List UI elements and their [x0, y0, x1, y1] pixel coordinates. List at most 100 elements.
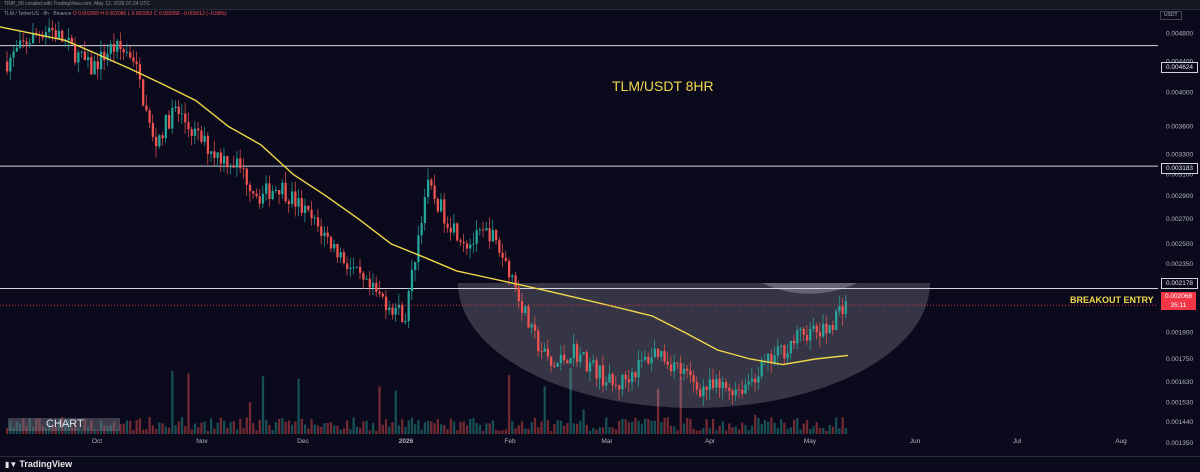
- time-tick-label: 2026: [399, 438, 414, 445]
- candle-body: [222, 156, 226, 164]
- volume-bar: [80, 430, 83, 434]
- volume-bar: [258, 419, 261, 434]
- candle-body: [31, 32, 35, 44]
- candle-body: [281, 182, 284, 195]
- candle-body: [796, 330, 799, 344]
- volume-bar: [757, 417, 760, 434]
- candle-body: [394, 307, 397, 315]
- volume-bar: [686, 417, 689, 434]
- tradingview-logo[interactable]: ▮▼ TradingView: [5, 459, 72, 469]
- volume-bar: [689, 418, 692, 434]
- volume-bar: [129, 420, 132, 434]
- volume-bar: [219, 417, 223, 434]
- volume-bar: [171, 370, 174, 434]
- candle-body: [252, 191, 255, 194]
- volume-bar: [290, 424, 294, 434]
- volume-bar: [608, 427, 611, 434]
- candle-body: [375, 282, 378, 292]
- volume-bar: [711, 419, 715, 434]
- watermark-box: [8, 418, 120, 431]
- price-axis[interactable]: 0.0048000.0044000.0040000.0036000.003300…: [1166, 31, 1193, 447]
- volume-bar: [213, 428, 216, 434]
- candle-body: [15, 47, 18, 52]
- volume-bar: [543, 386, 546, 434]
- volume-bar: [572, 423, 575, 434]
- volume-bar: [371, 423, 375, 434]
- candle-body: [70, 37, 74, 45]
- candle-body: [812, 325, 815, 329]
- time-tick-label: Aug: [1115, 438, 1127, 445]
- candle-body: [530, 324, 533, 328]
- volume-bar: [731, 427, 734, 434]
- volume-bar: [530, 422, 533, 434]
- candle-body: [498, 240, 501, 253]
- volume-bar: [734, 426, 737, 434]
- candle-body: [443, 199, 446, 224]
- candle-body: [802, 328, 805, 335]
- candle-body: [417, 235, 420, 263]
- volume-bar: [540, 421, 543, 434]
- volume-bar: [760, 424, 763, 434]
- candle-body: [469, 244, 472, 249]
- volume-bar: [420, 429, 423, 434]
- volume-bar: [433, 423, 436, 434]
- candle-body: [592, 360, 595, 363]
- candle-body: [6, 61, 9, 72]
- currency-button[interactable]: USDT: [1160, 11, 1182, 20]
- volume-bar: [384, 419, 388, 434]
- time-axis[interactable]: Oct Nov Dec 2026 Feb Mar Apr May Jun Jul Aug: [92, 438, 1127, 445]
- candle-body: [119, 41, 122, 50]
- candle-body: [274, 189, 278, 192]
- volume-bar: [222, 420, 226, 434]
- volume-bar: [265, 419, 268, 434]
- candle-body: [533, 324, 537, 331]
- candle-body: [747, 381, 750, 385]
- candle-body: [779, 345, 783, 347]
- level-tag-breakout: 0.002178: [1161, 278, 1198, 289]
- volume-bar: [427, 420, 430, 434]
- volume-bar: [93, 429, 96, 434]
- volume-bar: [177, 421, 180, 434]
- volume-bar: [242, 428, 245, 434]
- candle-body: [61, 30, 64, 42]
- candle-body: [572, 344, 575, 359]
- candle-body: [171, 108, 174, 129]
- volume-bar: [805, 419, 809, 434]
- time-tick-label: Jul: [1013, 438, 1022, 445]
- volume-bar: [12, 427, 15, 434]
- symbol-name[interactable]: TLM / TetherUS · 8h · Binance: [4, 11, 72, 17]
- candle-body: [605, 382, 608, 386]
- candle-body: [391, 307, 394, 315]
- candle-body: [51, 27, 54, 31]
- volume-bar: [86, 427, 90, 434]
- candle-body: [478, 229, 482, 231]
- candle-body: [307, 205, 310, 210]
- volume-bar: [109, 425, 112, 434]
- candle-body: [491, 229, 495, 242]
- volume-bar: [145, 429, 148, 434]
- candle-body: [611, 373, 614, 385]
- candle-body: [631, 372, 634, 383]
- candle-body: [692, 375, 695, 383]
- candle-body: [138, 64, 142, 80]
- candle-body: [167, 115, 171, 129]
- volume-bar: [556, 420, 559, 434]
- candle-body: [145, 105, 148, 111]
- volume-bar: [491, 420, 495, 434]
- candle-body: [57, 30, 61, 39]
- candle-body: [472, 243, 475, 245]
- volume-bar: [61, 417, 64, 434]
- volume-bar: [550, 430, 553, 434]
- volume-bar: [472, 417, 475, 434]
- candle-body: [190, 129, 193, 136]
- candle-body: [294, 191, 297, 207]
- volume-bar: [35, 418, 38, 434]
- volume-bar: [650, 420, 653, 434]
- candle-body: [702, 386, 705, 397]
- volume-bar: [828, 424, 831, 434]
- candle-body: [750, 378, 754, 382]
- candle-body: [546, 348, 550, 357]
- volume-bar: [595, 429, 598, 434]
- candle-body: [112, 44, 116, 52]
